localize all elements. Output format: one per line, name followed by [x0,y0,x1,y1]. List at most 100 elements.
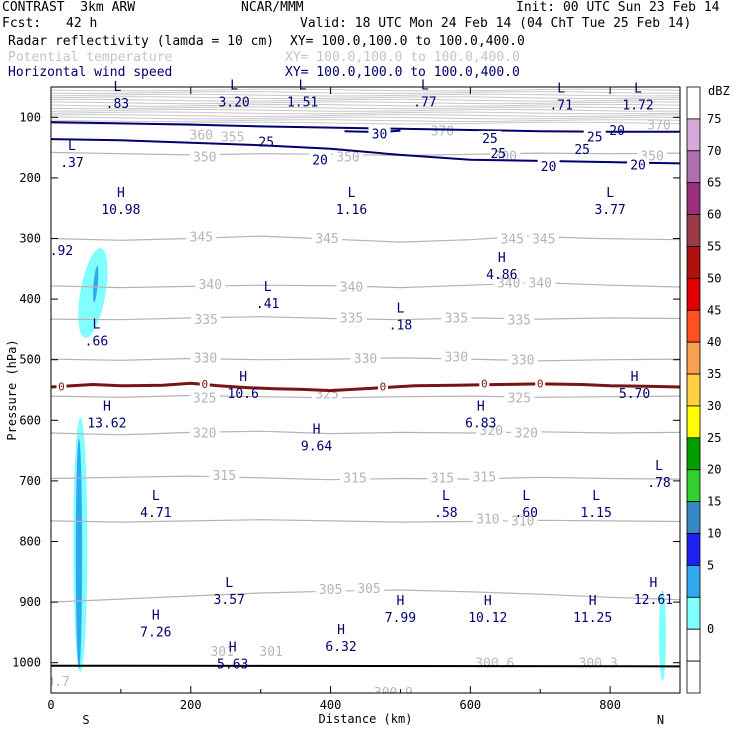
theta-label-315-3: 315 [473,471,496,486]
colorbar-label-12: 15 [707,495,721,509]
wind-contour-25 [51,121,680,133]
theta-label-bg-350-0 [189,149,220,163]
extremum-type-12: L [264,280,272,295]
extremum-value-30: 11.25 [573,611,612,626]
extremum-type-17: H [103,400,111,415]
theta-label-bg-315-2 [427,470,458,484]
theta-value-label-6: 360 [190,128,213,143]
strat-theta-line-12 [51,119,680,123]
colorbar-label-7: 40 [707,335,721,349]
theta-label-345-0: 345 [190,231,213,246]
extremum-type-15: H [239,370,247,385]
theta-value-label-2: 300.9 [374,686,413,701]
field-wind-xy: XY= 100.0,100.0 to 100.0,400.0 [285,65,520,80]
colorbar-segment-9 [686,405,701,439]
extremum-type-21: L [152,489,160,504]
extremum-type-25: L [225,576,233,591]
freezing-line [51,381,680,393]
colorbar-segment-13 [686,533,701,566]
strat-theta-line-11 [51,116,680,120]
theta-value-label-9: 370 [647,119,670,134]
extremum-value-10: .92 [50,244,73,259]
wind-label-bg-20-0 [309,152,332,166]
extremum-value-2: 1.51 [287,95,318,110]
wind-contour-20 [51,138,680,165]
extrema-label-layer: L .83 L 3.20 L 1.51 L .77 L .71 L 1.72 L .37 H 10.98 L 1.… [50,78,673,672]
strat-theta-line-6 [51,103,680,107]
theta-label-340-2: 340 [497,277,520,292]
extremum-value-12: .41 [256,297,279,312]
colorbar-label-14: 5 [707,558,714,572]
extremum-value-9: 3.77 [594,203,625,218]
strat-theta-line-3 [51,96,680,100]
theta-label-350-1: 350 [336,151,359,166]
init-time: Init: 00 UTC Sun 23 Feb 14 [516,0,720,15]
colorbar-segment-10 [686,437,701,471]
theta-contour-340 [51,282,680,289]
colorbar-label-9: 30 [707,399,721,413]
extremum-value-7: 10.98 [101,203,140,218]
colorbar-top-empty [686,86,701,120]
strat-theta-line-7 [51,106,680,110]
extremum-value-1: 3.20 [218,95,249,110]
forecast-label: Fcst: [2,16,42,31]
strat-theta-line-2 [51,93,680,97]
theta-label-320-1: 320 [480,424,503,439]
y-tick-label-300: 300 [19,232,41,246]
theta-label-bg-315-1 [340,470,371,484]
extremum-value-26: 12.61 [634,593,673,608]
extremum-type-8: L [348,186,356,201]
field-theta-xy: XY= 100.0,100.0 to 100.0,400.0 [285,50,520,65]
theta-label-bg-315-3 [469,469,500,483]
theta-label-bg-345-0 [186,229,217,243]
theta-label-bg-345-1 [312,230,343,244]
extremum-type-2: L [299,78,307,93]
y-tick-label-500: 500 [19,353,41,367]
reflectivity-cell-1 [93,265,99,303]
field-theta-name: Potential temperature [8,50,173,65]
extremum-value-28: 7.99 [385,611,416,626]
x-end-label-north: N [657,713,664,727]
extremum-type-27: H [152,609,160,624]
colorbar-label-13: 10 [707,527,721,541]
plot-frame [50,86,681,694]
extremum-value-24: 1.15 [580,506,611,521]
theta-value-label-5: 0.7 [46,675,69,690]
theta-label-305-1: 305 [357,582,380,597]
theta-label-bg-335-2 [441,310,472,324]
theta-label-305-0: 305 [319,583,342,598]
extremum-type-0: L [113,80,121,95]
model-title: CONTRAST 3km ARW [2,0,136,15]
extremum-value-14: .66 [85,335,108,350]
colorbar-segment-0 [686,118,701,152]
strat-theta-line-0 [51,88,680,92]
strat-theta-line-9 [51,111,680,115]
theta-label-bg-305-1 [353,581,384,595]
theta-label-335-2: 335 [445,311,468,326]
extremum-value-23: .60 [515,506,538,521]
colorbar-segment-5 [686,277,701,311]
extremum-value-32: 5.63 [217,658,248,673]
valid-time: Valid: 18 UTC Mon 24 Feb 14 (04 ChT Tue … [300,16,692,31]
wind-label-bg-20-2 [627,157,650,171]
freezing-label-2: 0 [380,380,387,393]
extremum-type-18: H [477,400,485,415]
extremum-value-27: 7.26 [140,626,171,641]
extremum-value-17: 13.62 [87,417,126,432]
wind-label-20-0: 20 [312,154,328,169]
theta-label-bg-340-0 [195,276,226,290]
field-reflectivity-name: Radar reflectivity (lamda = 10 cm) [8,34,275,49]
forecast-hour: 42 h [66,16,98,31]
theta-label-bg-320-1 [476,422,507,436]
theta-label-335-0: 335 [194,313,217,328]
colorbar-label-10: 25 [707,431,721,445]
colorbar-segment-14 [686,565,701,598]
theta-label-bg-330-2 [441,349,472,363]
colorbar-segment-7 [686,341,701,375]
theta-label-bg-340-1 [336,279,367,293]
colorbar-segment-6 [686,309,701,343]
theta-label-bg-330-1 [350,350,381,364]
theta-label-315-0: 315 [213,469,236,484]
colorbar-label-1: 70 [707,144,721,158]
theta-label-bg-335-0 [191,312,222,326]
